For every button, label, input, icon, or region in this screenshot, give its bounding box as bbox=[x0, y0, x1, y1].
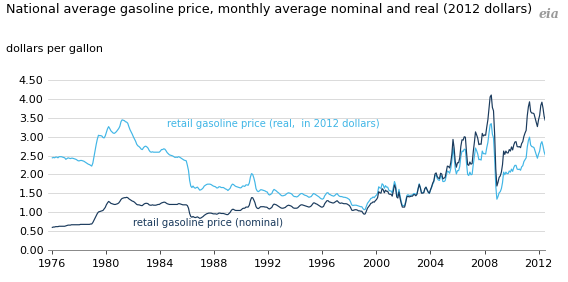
Text: retail gasoline price (nominal): retail gasoline price (nominal) bbox=[133, 218, 283, 228]
Text: National average gasoline price, monthly average nominal and real (2012 dollars): National average gasoline price, monthly… bbox=[6, 3, 532, 16]
Text: dollars per gallon: dollars per gallon bbox=[6, 44, 103, 54]
Text: eia: eia bbox=[538, 8, 559, 21]
Text: retail gasoline price (real,  in 2012 dollars): retail gasoline price (real, in 2012 dol… bbox=[167, 119, 380, 129]
